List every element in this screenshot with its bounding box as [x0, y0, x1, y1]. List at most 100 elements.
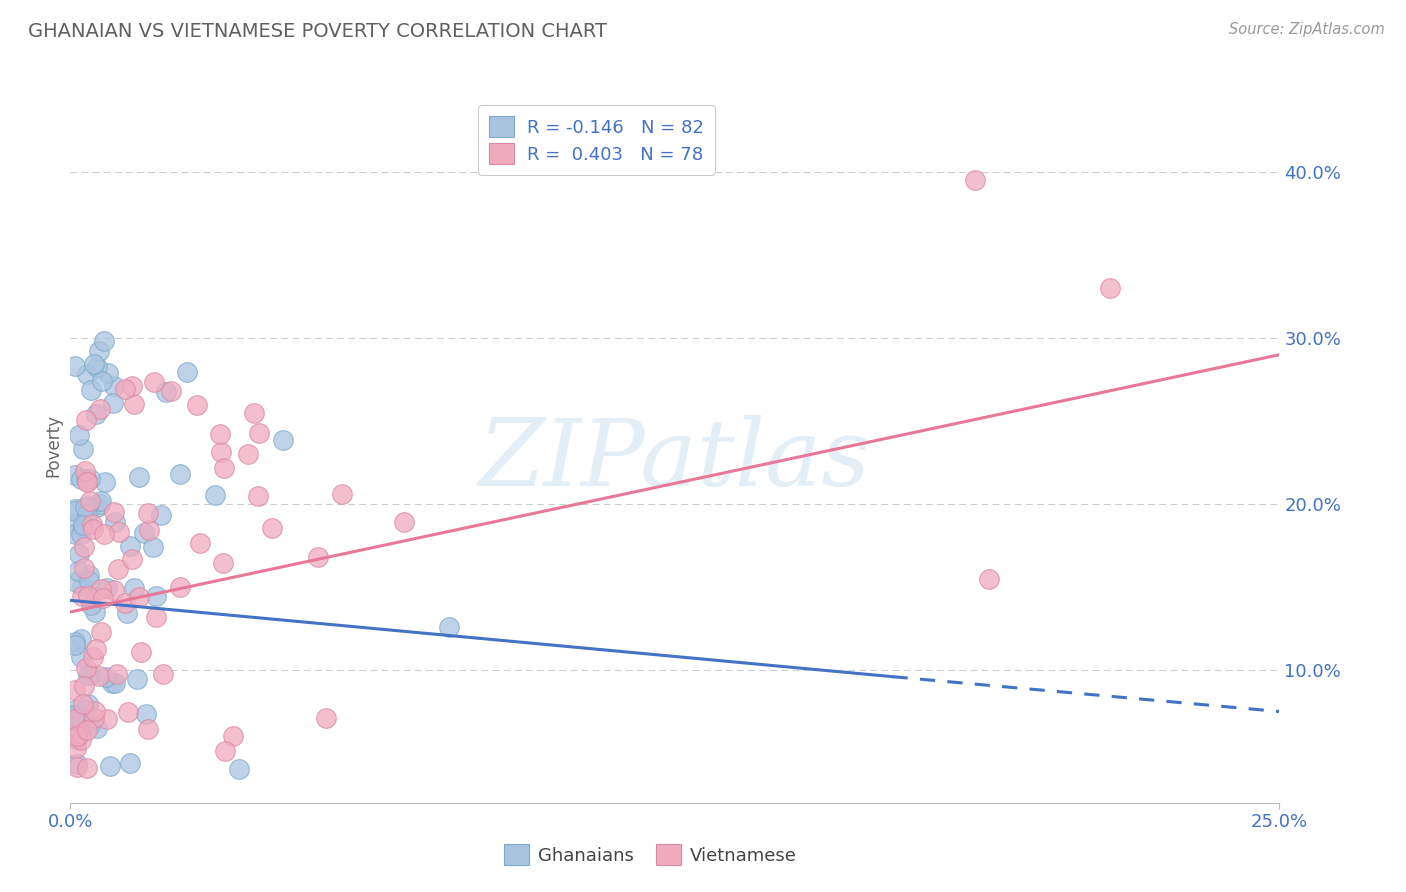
Point — [76, 507, 98, 521]
Point — [72, 442, 94, 456]
Point — [212, 556, 235, 570]
Point — [73, 679, 96, 693]
Text: GHANAIAN VS VIETNAMESE POVERTY CORRELATION CHART: GHANAIAN VS VIETNAMESE POVERTY CORRELATI… — [28, 22, 607, 41]
Point — [89, 497, 111, 511]
Point — [75, 413, 97, 427]
Point — [315, 711, 337, 725]
Point — [75, 472, 97, 486]
Point — [80, 667, 103, 681]
Point — [76, 589, 98, 603]
Point — [118, 540, 141, 554]
Point — [214, 744, 236, 758]
Point — [86, 721, 108, 735]
Point — [212, 460, 235, 475]
Point — [307, 549, 329, 564]
Point — [82, 522, 104, 536]
Point — [77, 697, 100, 711]
Point — [131, 645, 153, 659]
Point — [63, 683, 86, 698]
Point — [145, 590, 167, 604]
Point — [77, 667, 100, 681]
Point — [63, 504, 86, 518]
Point — [103, 505, 125, 519]
Point — [118, 756, 141, 771]
Point — [80, 599, 103, 613]
Point — [86, 407, 108, 421]
Point — [90, 582, 112, 596]
Point — [979, 572, 1001, 586]
Point — [65, 741, 87, 756]
Point — [89, 401, 111, 416]
Point — [127, 672, 149, 686]
Point — [72, 560, 94, 574]
Point — [84, 642, 107, 657]
Point — [69, 649, 91, 664]
Point — [63, 517, 86, 532]
Point — [132, 526, 155, 541]
Point — [72, 697, 94, 711]
Point — [236, 447, 259, 461]
Point — [67, 547, 90, 561]
Point — [105, 667, 128, 681]
Point — [96, 712, 118, 726]
Point — [76, 474, 98, 488]
Point — [75, 703, 97, 717]
Point — [104, 515, 127, 529]
Point — [135, 706, 157, 721]
Point — [66, 757, 89, 772]
Point — [93, 475, 115, 490]
Point — [136, 506, 159, 520]
Point — [169, 467, 191, 482]
Point — [143, 376, 166, 390]
Point — [63, 712, 86, 726]
Point — [100, 675, 122, 690]
Point — [114, 383, 136, 397]
Point — [108, 525, 131, 540]
Point — [63, 710, 86, 724]
Point — [145, 609, 167, 624]
Point — [115, 606, 138, 620]
Point — [73, 464, 96, 478]
Point — [82, 650, 104, 665]
Point — [103, 583, 125, 598]
Point — [67, 428, 90, 442]
Point — [243, 406, 266, 420]
Point — [204, 488, 226, 502]
Point — [73, 500, 96, 514]
Point — [72, 517, 94, 532]
Point — [84, 704, 107, 718]
Point — [69, 472, 91, 486]
Text: Source: ZipAtlas.com: Source: ZipAtlas.com — [1229, 22, 1385, 37]
Point — [66, 729, 89, 743]
Point — [94, 670, 117, 684]
Point — [73, 540, 96, 554]
Point — [160, 384, 183, 398]
Point — [176, 365, 198, 379]
Point — [103, 379, 125, 393]
Point — [208, 426, 231, 441]
Point — [394, 515, 416, 529]
Point — [72, 520, 94, 534]
Legend: Ghanaians, Vietnamese: Ghanaians, Vietnamese — [496, 837, 804, 872]
Point — [83, 357, 105, 371]
Point — [63, 708, 86, 723]
Point — [121, 552, 143, 566]
Point — [80, 716, 103, 731]
Point — [128, 590, 150, 604]
Point — [96, 581, 118, 595]
Point — [80, 383, 103, 397]
Point — [142, 540, 165, 554]
Point — [84, 605, 107, 619]
Point — [76, 475, 98, 489]
Point — [122, 581, 145, 595]
Point — [77, 499, 100, 513]
Point — [70, 733, 93, 747]
Point — [66, 731, 89, 746]
Point — [117, 705, 139, 719]
Point — [76, 367, 98, 381]
Point — [169, 580, 191, 594]
Point — [439, 620, 461, 634]
Point — [90, 625, 112, 640]
Point — [63, 467, 86, 482]
Point — [114, 596, 136, 610]
